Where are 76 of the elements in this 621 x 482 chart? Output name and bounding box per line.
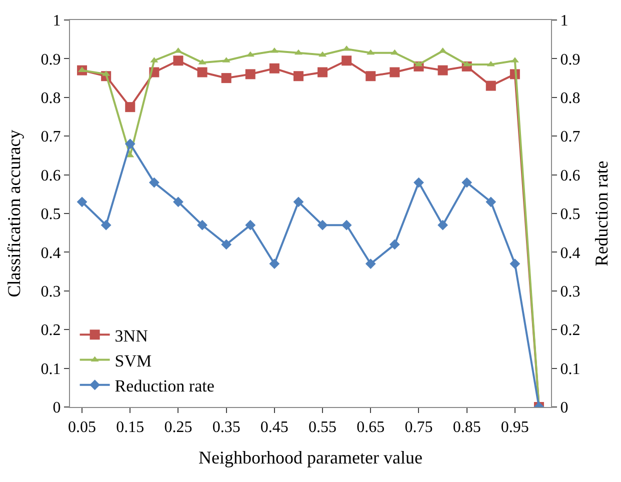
y2-tick-label: 0.3: [560, 284, 580, 300]
point: [270, 47, 278, 53]
point: [438, 47, 447, 53]
point: [269, 63, 280, 74]
point: [174, 47, 182, 53]
y2-tick-label: 1: [560, 12, 568, 30]
point: [197, 220, 208, 230]
point: [76, 196, 88, 208]
x-tick-label: 0.55: [308, 419, 337, 436]
x-tick-label: 0.65: [356, 419, 385, 436]
legend-label: SVM: [114, 351, 152, 370]
point: [366, 71, 376, 82]
y2-axis-title: Reduction rate: [591, 160, 612, 266]
x-axis-title: Neighborhood parameter value: [198, 447, 422, 468]
y2-tick-label: 0.7: [560, 128, 580, 146]
y-tick-label: 0.6: [40, 167, 61, 184]
point: [245, 220, 256, 230]
point: [414, 177, 424, 188]
point: [245, 69, 256, 80]
point: [390, 67, 400, 78]
y-tick-label: 0.4: [40, 244, 61, 262]
y-tick-label: 1: [52, 12, 61, 30]
x-tick-label: 0.05: [68, 419, 96, 436]
y-tick-label: 0: [52, 400, 61, 417]
y2-tick-label: 0.1: [560, 360, 580, 378]
point: [148, 177, 160, 188]
y-tick-label: 0.1: [40, 360, 61, 378]
x-tick-label: 0.85: [452, 419, 481, 436]
y-tick-label: 0.2: [40, 322, 61, 340]
point: [317, 220, 328, 230]
legend-label: Reduction rate: [114, 376, 214, 396]
point: [197, 67, 208, 78]
point: [293, 71, 304, 82]
point: [366, 49, 375, 55]
point: [318, 67, 328, 78]
y2-tick-label: 0.9: [560, 51, 580, 68]
point: [342, 56, 352, 66]
point: [221, 73, 232, 84]
point: [173, 56, 184, 66]
x-tick-label: 0.95: [500, 419, 529, 436]
y-tick-label: 0.7: [40, 128, 61, 146]
point: [293, 196, 304, 208]
y2-tick-label: 0.6: [560, 167, 580, 184]
point: [462, 177, 472, 188]
point: [100, 220, 112, 230]
y2-tick-label: 0.4: [560, 244, 580, 262]
point: [124, 138, 136, 150]
y2-tick-label: 0.5: [560, 206, 580, 224]
point: [510, 258, 520, 270]
x-tick-label: 0.75: [404, 419, 433, 436]
point: [365, 258, 376, 270]
x-tick-label: 0.35: [212, 419, 240, 436]
point: [269, 258, 280, 270]
point: [389, 239, 400, 250]
point: [486, 196, 496, 208]
x-tick-label: 0.25: [164, 419, 192, 436]
y-tick-label: 0.8: [40, 90, 61, 107]
point: [341, 220, 352, 230]
y2-tick-label: 0: [560, 400, 568, 417]
point: [438, 65, 448, 76]
x-tick-label: 0.45: [260, 419, 288, 436]
y-tick-label: 0.3: [40, 284, 61, 300]
point: [390, 49, 399, 55]
y-tick-label: 0.9: [40, 51, 61, 68]
point: [173, 196, 184, 208]
point: [221, 239, 232, 250]
y-tick-label: 0.5: [40, 206, 61, 224]
point: [486, 80, 496, 91]
y2-tick-label: 0.2: [560, 322, 580, 340]
point: [246, 51, 254, 57]
legend-label: 3NN: [114, 326, 148, 346]
point: [125, 102, 136, 112]
x-tick-label: 0.15: [116, 419, 144, 436]
y2-tick-label: 0.8: [560, 90, 580, 107]
y-axis-title: Classification accuracy: [4, 130, 24, 298]
point: [438, 220, 448, 230]
